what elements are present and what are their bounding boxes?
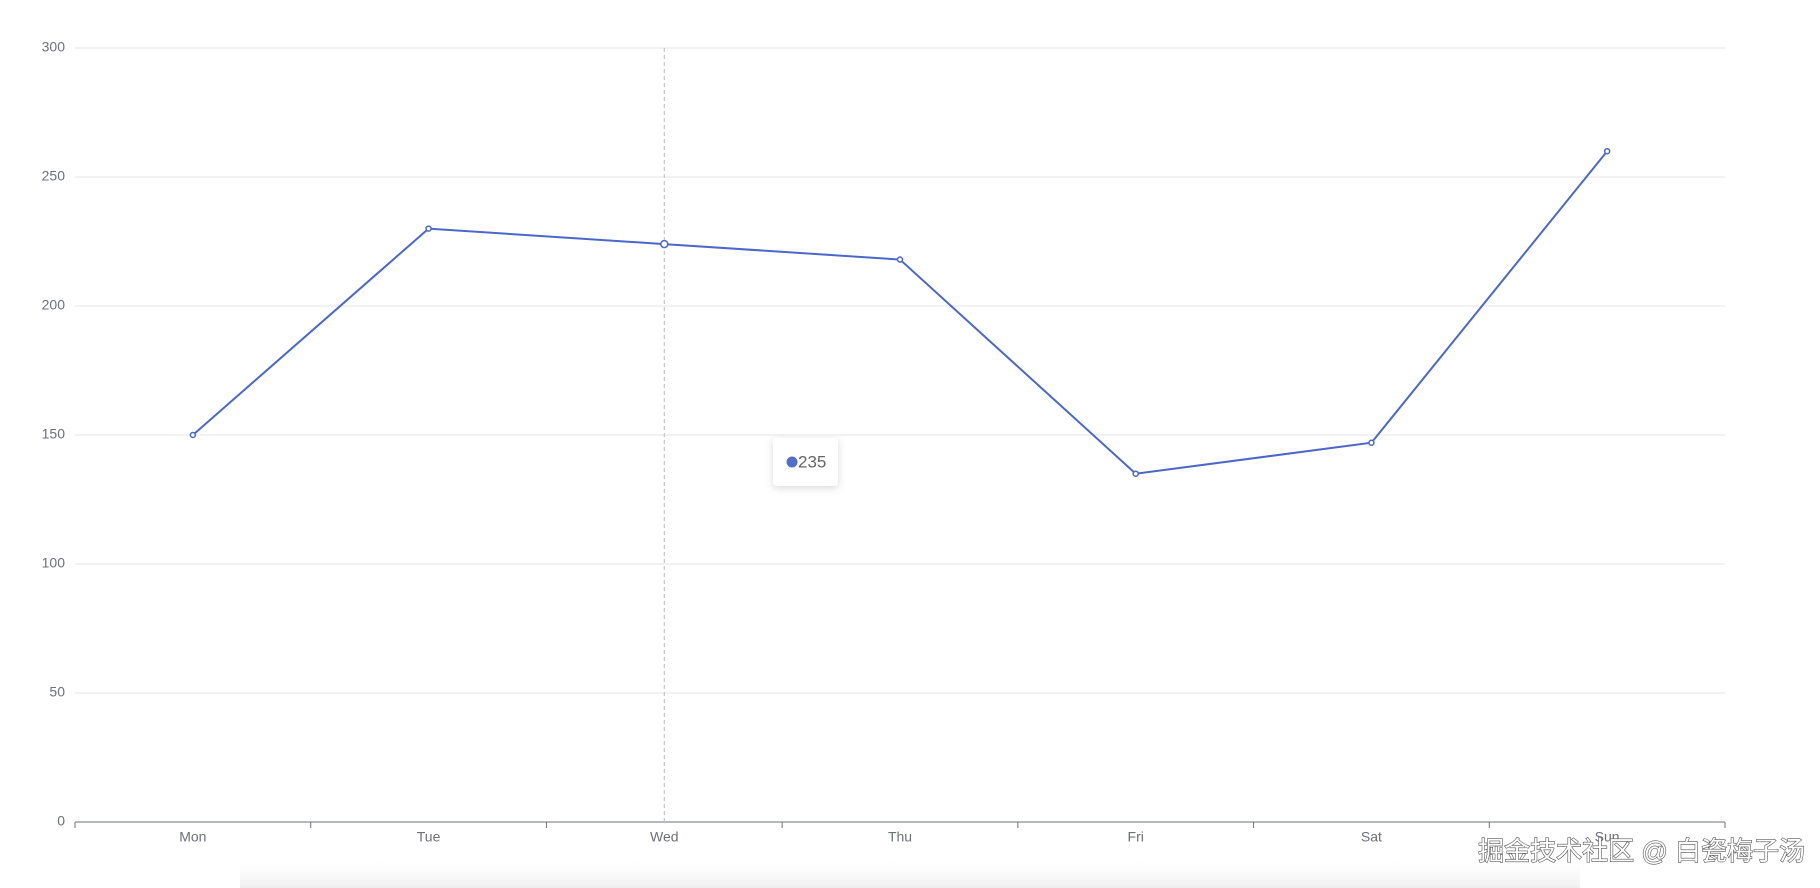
bottom-fade <box>240 858 1580 888</box>
tooltip: 235 <box>773 438 838 486</box>
tooltip-marker <box>786 456 798 468</box>
tooltip-box <box>773 438 838 486</box>
y-tick-label: 200 <box>42 297 66 313</box>
x-tick-label: Wed <box>650 829 679 845</box>
point <box>1132 470 1139 477</box>
point <box>189 431 197 439</box>
point <box>896 256 904 263</box>
y-tick-label: 100 <box>42 555 66 571</box>
point <box>1368 439 1375 446</box>
x-tick-label: Sat <box>1361 829 1382 845</box>
watermark: 掘金技术社区 @ 白瓷梅子汤 <box>1478 836 1805 866</box>
y-tick-label: 250 <box>42 168 66 184</box>
line <box>192 150 1608 475</box>
y-tick-label: 50 <box>49 684 65 700</box>
y-tick-label: 150 <box>42 426 66 442</box>
x-tick-label: Sun <box>1595 829 1620 845</box>
x-tick-label: Fri <box>1128 829 1144 845</box>
tooltip-value: 235 <box>798 452 826 471</box>
point <box>660 239 669 249</box>
x-tick-label: Thu <box>888 829 912 845</box>
x-tick-label: Mon <box>179 829 206 845</box>
y-tick-label: 300 <box>42 39 66 55</box>
point <box>425 225 432 232</box>
x-tick-label: Tue <box>417 829 441 845</box>
y-tick-label: 0 <box>57 813 65 829</box>
point <box>1603 147 1611 155</box>
